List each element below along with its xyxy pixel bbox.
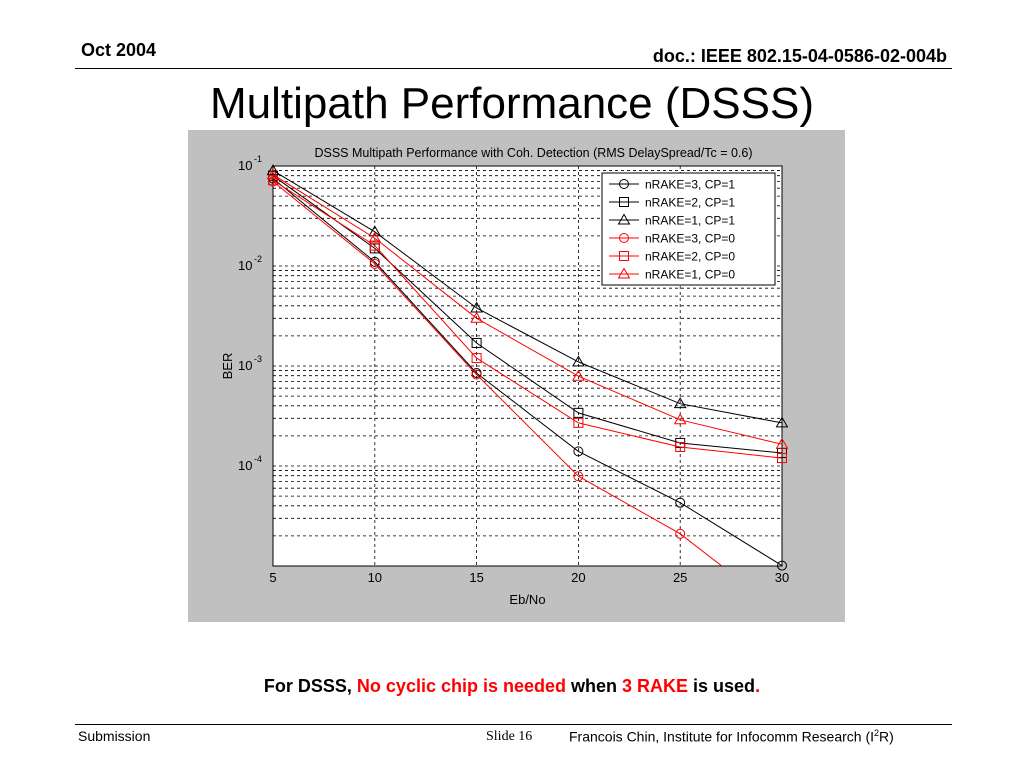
data-point — [266, 168, 280, 180]
data-point — [573, 471, 584, 482]
caption-highlight-1: No cyclic chip is needed — [356, 676, 566, 696]
header-date: Oct 2004 — [81, 40, 157, 60]
data-point — [573, 407, 584, 418]
data-point — [572, 369, 585, 381]
footer-author-end: R) — [879, 728, 894, 745]
x-tick-label: 30 — [775, 570, 789, 585]
y-tick-label-exponent: -3 — [254, 354, 262, 364]
caption-highlight-2: 3 RAKE — [622, 676, 689, 696]
legend-marker — [619, 179, 629, 189]
data-point — [775, 416, 789, 428]
data-point — [471, 353, 482, 364]
footer-author-sup: 2 — [874, 728, 880, 738]
y-tick-label-exponent: -2 — [254, 254, 262, 264]
y-axis-label: BER — [220, 353, 235, 380]
y-tick-label-base: 10 — [238, 158, 252, 173]
legend-label: nRAKE=3, CP=0 — [645, 232, 735, 246]
legend-marker — [619, 197, 629, 207]
legend-label: nRAKE=1, CP=0 — [645, 268, 735, 282]
x-tick-label: 20 — [571, 570, 585, 585]
footer-author-main: Francois Chin, Institute for Infocomm Re… — [569, 728, 874, 745]
data-point — [369, 240, 380, 251]
data-point — [675, 441, 686, 452]
legend-box — [601, 172, 776, 286]
legend-label: nRAKE=2, CP=0 — [645, 250, 735, 264]
series-line — [273, 170, 782, 424]
data-point — [368, 225, 382, 237]
data-point — [470, 311, 483, 323]
series-4 — [268, 176, 723, 566]
data-point — [266, 164, 280, 176]
caption-text-2: when — [566, 676, 623, 696]
x-tick-label: 25 — [673, 570, 687, 585]
data-point — [471, 337, 482, 348]
legend-marker — [619, 251, 629, 261]
data-point — [471, 369, 482, 380]
footer-slide-number: Slide 16 — [486, 729, 533, 744]
legend-label: nRAKE=2, CP=1 — [645, 196, 735, 210]
y-tick-label-base: 10 — [238, 458, 252, 473]
data-point — [573, 417, 584, 428]
caption-text-3: is used — [688, 676, 756, 696]
header-divider — [75, 68, 952, 69]
slide-title: Multipath Performance (DSSS) — [210, 79, 814, 128]
data-point — [572, 355, 585, 367]
caption-text-1: For DSSS, — [263, 676, 357, 696]
series-3 — [266, 164, 789, 428]
series-line — [273, 175, 782, 454]
series-1 — [268, 173, 787, 571]
series-line — [273, 174, 782, 445]
data-point — [777, 453, 787, 464]
plot-frame — [272, 165, 783, 567]
x-axis-label: Eb/No — [509, 592, 545, 607]
caption-period: . — [755, 676, 761, 696]
series-6 — [266, 168, 789, 449]
y-tick-label-base: 10 — [238, 258, 252, 273]
data-point — [673, 413, 687, 425]
caption: For DSSS, No cyclic chip is needed when … — [0, 676, 1024, 697]
y-tick-label-exponent: -4 — [254, 454, 262, 464]
footer-submission: Submission — [78, 728, 151, 744]
data-point — [675, 497, 686, 508]
data-point — [573, 446, 584, 457]
series-line — [273, 179, 782, 459]
chart-title: DSSS Multipath Performance with Coh. Det… — [314, 146, 752, 160]
legend-label: nRAKE=3, CP=1 — [645, 178, 735, 192]
data-point — [775, 437, 789, 449]
data-point — [368, 231, 382, 243]
x-tick-label: 10 — [368, 570, 382, 585]
chart-figure: 5 10 15 20 25 30 10 -1 10 -2 10 -3 10 -4 DSSS Multipat… — [188, 130, 845, 622]
y-tick-label-exponent: -1 — [254, 154, 262, 164]
legend-label: nRAKE=1, CP=1 — [645, 214, 735, 228]
legend-marker — [619, 233, 629, 243]
series-line — [273, 181, 723, 566]
y-tick-label-base: 10 — [238, 358, 252, 373]
data-point — [777, 560, 787, 571]
footer-author: Francois Chin, Institute for Infocomm Re… — [569, 728, 894, 745]
header-doc-id: doc.: IEEE 802.15-04-0586-02-004b — [652, 46, 947, 66]
legend-marker — [617, 267, 631, 279]
x-tick-label: 5 — [269, 570, 276, 585]
data-point — [673, 397, 687, 409]
legend-marker — [617, 213, 631, 225]
data-point — [369, 258, 380, 269]
data-point — [675, 528, 686, 539]
data-point — [268, 175, 278, 186]
chart-legend: nRAKE=3, CP=1 nRAKE=2, CP=1 nRAKE=1, CP=1 n… — [601, 172, 776, 286]
series-5 — [268, 175, 787, 464]
x-tick-label: 15 — [469, 570, 483, 585]
footer-divider — [75, 724, 952, 725]
series-line — [273, 178, 782, 566]
